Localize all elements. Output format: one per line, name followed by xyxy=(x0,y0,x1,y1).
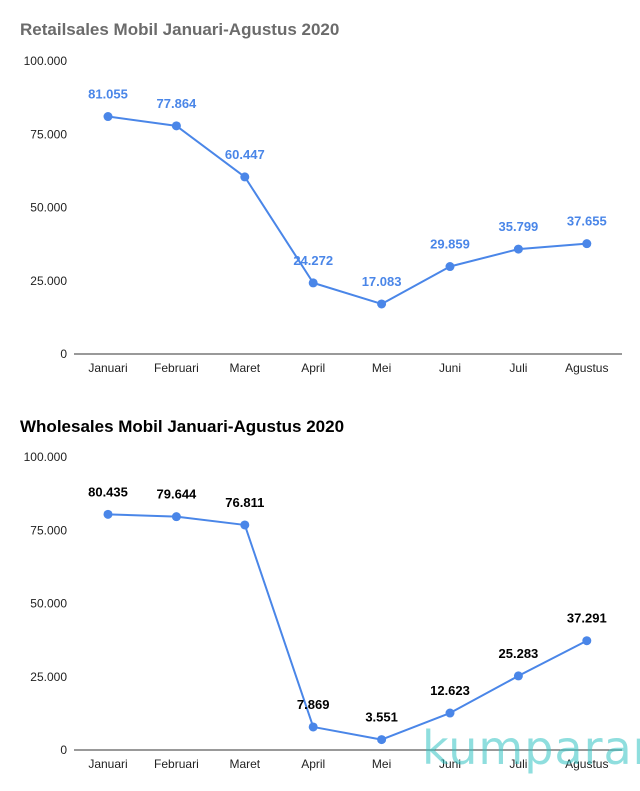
series-line xyxy=(107,115,587,305)
y-tick-label: 25.000 xyxy=(30,274,67,288)
y-tick-label: 0 xyxy=(60,347,67,361)
data-label: 76.811 xyxy=(225,495,264,510)
data-point xyxy=(513,244,523,254)
data-point xyxy=(377,735,387,745)
x-tick-label: April xyxy=(301,757,325,771)
chart-title: Retailsales Mobil Januari-Agustus 2020 xyxy=(20,20,340,39)
data-point xyxy=(308,722,318,732)
x-tick-label: Maret xyxy=(229,361,260,375)
data-point xyxy=(240,172,250,182)
data-label: 37.291 xyxy=(567,611,607,626)
data-label: 80.435 xyxy=(88,484,128,499)
y-tick-label: 100.000 xyxy=(24,54,68,68)
retail-sales-chart: Retailsales Mobil Januari-Agustus 2020 0… xyxy=(0,0,640,395)
y-tick-label: 50.000 xyxy=(30,597,67,611)
kumparan-watermark-logo: kumparan xyxy=(422,721,640,775)
data-label: 35.799 xyxy=(499,219,539,234)
y-tick-label: 25.000 xyxy=(30,670,67,684)
x-tick-label: Mei xyxy=(372,361,391,375)
x-tick-label: Agustus xyxy=(565,361,608,375)
x-tick-label: April xyxy=(301,361,325,375)
y-tick-label: 100.000 xyxy=(24,450,68,464)
data-label: 12.623 xyxy=(430,683,470,698)
data-label: 3.551 xyxy=(365,710,398,725)
data-label: 81.055 xyxy=(88,87,128,102)
x-tick-label: Juli xyxy=(509,757,527,771)
data-point xyxy=(377,299,387,309)
data-label: 79.644 xyxy=(157,487,198,502)
data-point xyxy=(240,520,250,530)
data-label: 29.859 xyxy=(430,237,470,252)
y-tick-label: 50.000 xyxy=(30,201,67,215)
retail-sales-plot: 0 25.000 50.000 75.000 100.000 Januari Februar… xyxy=(24,54,622,375)
data-point xyxy=(308,278,318,288)
data-label: 17.083 xyxy=(362,274,402,289)
y-tick-label: 0 xyxy=(60,743,67,757)
data-label: 7.869 xyxy=(297,697,330,712)
series-line xyxy=(107,513,588,741)
x-tick-label: Maret xyxy=(229,757,260,771)
x-tick-label: Februari xyxy=(154,757,199,771)
x-tick-label: Februari xyxy=(154,361,199,375)
data-point xyxy=(103,509,113,519)
data-point xyxy=(103,112,113,122)
wholesales-chart: Wholesales Mobil Januari-Agustus 2020 0 2… xyxy=(0,397,640,791)
x-tick-label: Juni xyxy=(439,757,461,771)
x-tick-label: Januari xyxy=(88,361,127,375)
x-tick-label: Juli xyxy=(509,361,527,375)
chart-title: Wholesales Mobil Januari-Agustus 2020 xyxy=(20,417,345,436)
x-tick-label: Agustus xyxy=(565,757,608,771)
data-point xyxy=(171,512,181,522)
data-point xyxy=(171,121,181,131)
data-label: 60.447 xyxy=(225,147,265,162)
data-label: 77.864 xyxy=(157,96,198,111)
data-point xyxy=(445,262,455,272)
data-point xyxy=(582,636,592,646)
data-label: 24.272 xyxy=(293,253,333,268)
x-tick-label: Mei xyxy=(372,757,391,771)
x-tick-label: Januari xyxy=(88,757,127,771)
data-point xyxy=(582,239,592,249)
x-tick-label: Juni xyxy=(439,361,461,375)
data-point xyxy=(513,671,523,681)
y-tick-label: 75.000 xyxy=(30,523,67,537)
wholesales-plot: 0 25.000 50.000 75.000 100.000 Januari Februar… xyxy=(24,450,622,771)
data-label: 37.655 xyxy=(567,214,607,229)
data-point xyxy=(445,708,455,718)
y-tick-label: 75.000 xyxy=(30,127,67,141)
data-label: 25.283 xyxy=(499,646,539,661)
